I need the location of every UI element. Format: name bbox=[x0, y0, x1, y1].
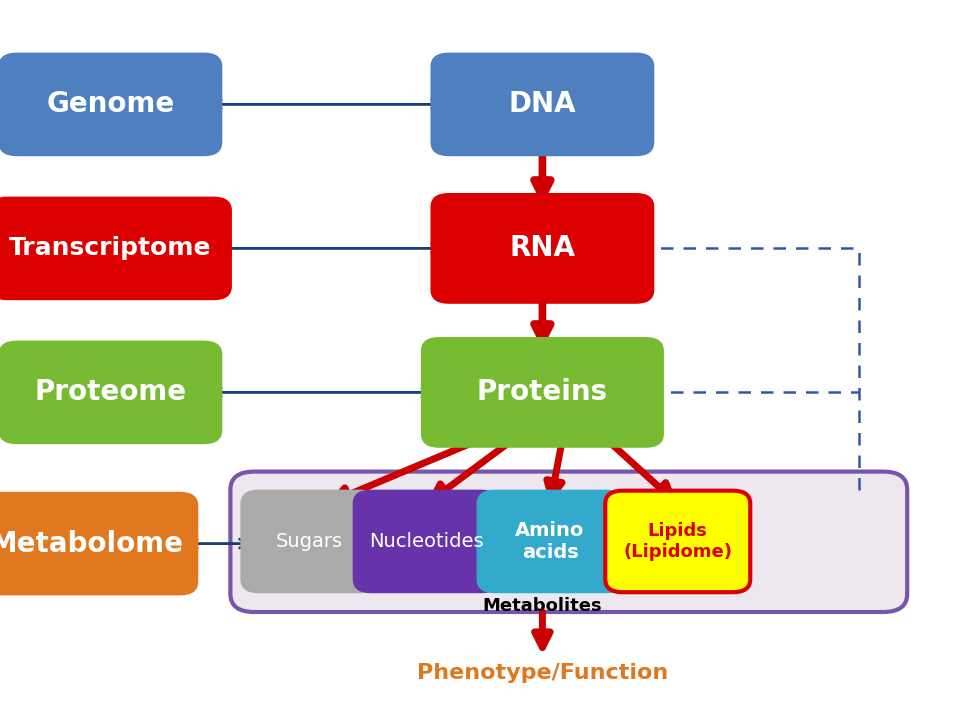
FancyBboxPatch shape bbox=[242, 491, 376, 592]
Text: Genome: Genome bbox=[46, 91, 175, 118]
Text: RNA: RNA bbox=[510, 235, 575, 262]
Text: DNA: DNA bbox=[509, 91, 576, 118]
Text: Proteins: Proteins bbox=[477, 379, 608, 406]
FancyBboxPatch shape bbox=[0, 53, 221, 155]
FancyBboxPatch shape bbox=[477, 491, 622, 592]
FancyBboxPatch shape bbox=[353, 491, 499, 592]
FancyBboxPatch shape bbox=[421, 338, 662, 446]
FancyBboxPatch shape bbox=[605, 491, 751, 592]
Text: Sugars: Sugars bbox=[276, 532, 343, 551]
Text: Metabolome: Metabolome bbox=[0, 530, 183, 557]
Text: Metabolites: Metabolites bbox=[483, 598, 602, 615]
FancyBboxPatch shape bbox=[230, 472, 907, 612]
Text: Phenotype/Function: Phenotype/Function bbox=[417, 663, 668, 683]
FancyBboxPatch shape bbox=[431, 53, 653, 155]
FancyBboxPatch shape bbox=[0, 342, 221, 443]
FancyBboxPatch shape bbox=[0, 492, 198, 595]
Text: Amino
acids: Amino acids bbox=[516, 521, 585, 562]
Text: Proteome: Proteome bbox=[35, 379, 186, 406]
FancyBboxPatch shape bbox=[431, 194, 653, 302]
FancyBboxPatch shape bbox=[0, 197, 231, 300]
Text: Transcriptome: Transcriptome bbox=[10, 236, 211, 261]
Text: Lipids
(Lipidome): Lipids (Lipidome) bbox=[623, 522, 732, 561]
Text: Nucleotides: Nucleotides bbox=[369, 532, 484, 551]
